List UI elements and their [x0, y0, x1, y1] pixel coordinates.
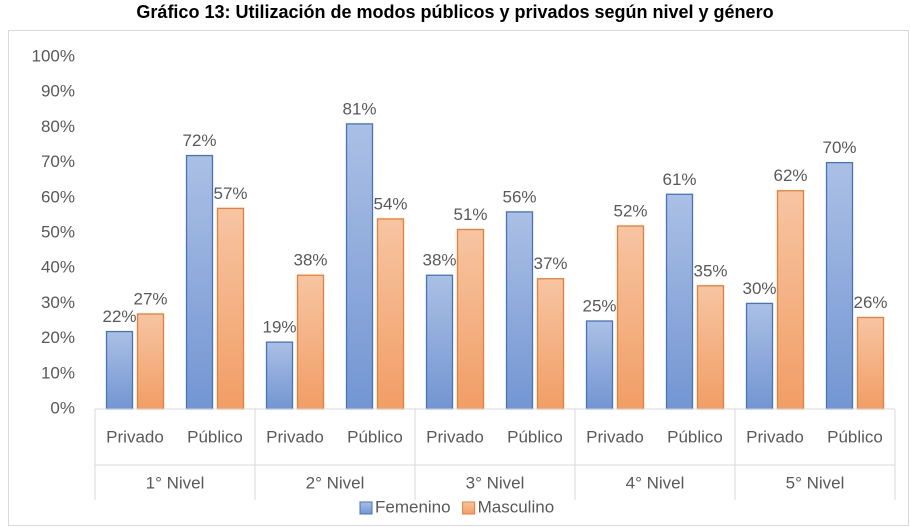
bar — [825, 161, 854, 410]
bar — [345, 123, 374, 410]
y-tick-label: 100% — [32, 46, 75, 65]
data-label: 54% — [373, 194, 407, 213]
y-tick-label: 70% — [41, 152, 75, 171]
bar — [136, 313, 165, 410]
bar — [425, 274, 454, 410]
y-tick-label: 10% — [41, 363, 75, 382]
data-label: 81% — [342, 99, 376, 118]
data-label: 51% — [453, 205, 487, 224]
bar — [376, 218, 405, 410]
data-label: 19% — [262, 318, 296, 337]
bar — [745, 302, 774, 410]
chart-title: Gráfico 13: Utilización de modos público… — [136, 2, 773, 22]
bar — [665, 193, 694, 410]
x-tick-label: Privado — [426, 427, 484, 446]
y-tick-label: 40% — [41, 258, 75, 277]
bar — [696, 285, 725, 410]
data-label: 38% — [422, 251, 456, 270]
legend-swatch — [359, 501, 373, 515]
group-label: 3° Nivel — [466, 473, 525, 492]
group-label: 5° Nivel — [786, 473, 845, 492]
data-label: 56% — [502, 187, 536, 206]
x-tick-label: Público — [347, 427, 403, 446]
bar — [776, 190, 805, 410]
x-tick-label: Privado — [746, 427, 804, 446]
bar — [265, 341, 294, 410]
group-label: 1° Nivel — [146, 473, 205, 492]
bar — [216, 207, 245, 410]
x-tick-label: Público — [187, 427, 243, 446]
bar — [105, 330, 134, 410]
data-label: 70% — [822, 138, 856, 157]
x-tick-label: Público — [507, 427, 563, 446]
data-label: 72% — [182, 131, 216, 150]
x-tick-label: Privado — [266, 427, 324, 446]
x-tick-label: Privado — [586, 427, 644, 446]
data-label: 52% — [613, 201, 647, 220]
y-tick-label: 20% — [41, 328, 75, 347]
data-label: 37% — [533, 254, 567, 273]
group-label: 4° Nivel — [626, 473, 685, 492]
bar — [536, 278, 565, 410]
data-label: 26% — [853, 293, 887, 312]
bar — [616, 225, 645, 410]
y-tick-label: 90% — [41, 82, 75, 101]
data-label: 22% — [102, 307, 136, 326]
bar — [585, 320, 614, 410]
legend-swatch — [462, 501, 476, 515]
x-tick-label: Público — [667, 427, 723, 446]
x-tick-label: Público — [827, 427, 883, 446]
x-tick-label: Privado — [106, 427, 164, 446]
y-tick-label: 50% — [41, 222, 75, 241]
group-label: 2° Nivel — [306, 473, 365, 492]
y-tick-label: 30% — [41, 293, 75, 312]
bar — [185, 154, 214, 410]
data-label: 35% — [693, 261, 727, 280]
data-label: 57% — [213, 184, 247, 203]
legend-label: Femenino — [375, 497, 451, 516]
data-label: 30% — [742, 279, 776, 298]
y-tick-label: 60% — [41, 187, 75, 206]
bar — [296, 274, 325, 410]
legend-label: Masculino — [478, 497, 555, 516]
bar — [456, 228, 485, 410]
data-label: 38% — [293, 251, 327, 270]
chart-border — [8, 30, 909, 526]
y-tick-label: 0% — [50, 398, 75, 417]
bar — [856, 316, 885, 410]
data-label: 25% — [582, 296, 616, 315]
data-label: 27% — [133, 289, 167, 308]
bar — [505, 211, 534, 410]
data-label: 62% — [773, 166, 807, 185]
data-label: 61% — [662, 170, 696, 189]
y-tick-label: 80% — [41, 117, 75, 136]
